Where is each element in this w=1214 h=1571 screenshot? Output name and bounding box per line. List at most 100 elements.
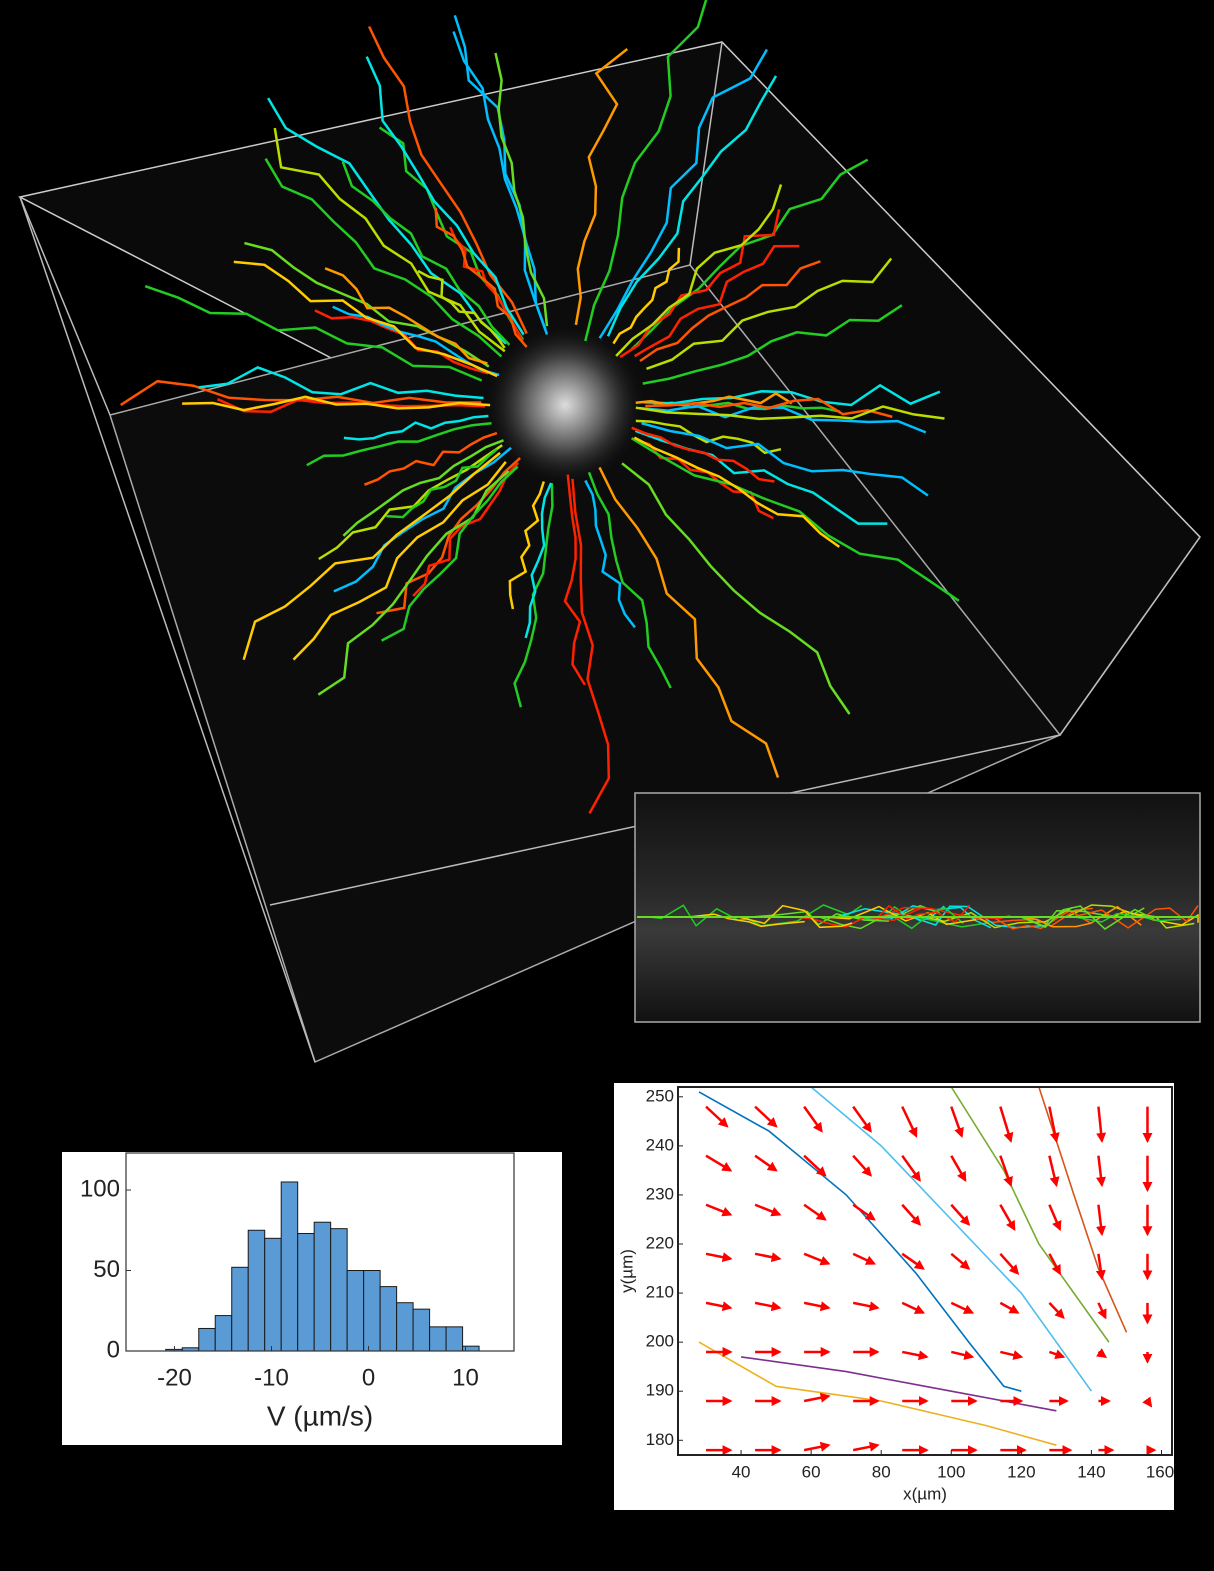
x-tick-label: -20	[157, 1364, 192, 1391]
track	[631, 426, 775, 483]
arrow	[754, 1252, 782, 1263]
arrow	[999, 1301, 1020, 1314]
arrow	[705, 1301, 733, 1312]
arrow	[1048, 1106, 1060, 1143]
side-track	[923, 906, 1073, 929]
trajectory	[810, 1087, 1093, 1392]
y-tick-label: 250	[646, 1086, 674, 1105]
quiver-plot: 40 60 80 100 120 140 160 180 190 200 210 220 230 240 2…	[617, 1086, 1174, 1503]
arrow	[1048, 1204, 1062, 1232]
track	[273, 127, 506, 353]
arrow	[852, 1252, 877, 1265]
arrow	[1000, 1350, 1024, 1360]
y-tick-label: 180	[646, 1430, 674, 1449]
arrow	[1096, 1204, 1106, 1237]
trajectory	[950, 1087, 1110, 1343]
axes-box	[677, 1086, 1173, 1456]
track	[639, 260, 821, 363]
side-track	[738, 904, 853, 929]
bar	[297, 1232, 315, 1352]
track	[606, 75, 778, 337]
track	[635, 391, 793, 407]
arrow	[901, 1154, 921, 1182]
arrow	[950, 1155, 967, 1182]
side-track	[1072, 905, 1199, 929]
track	[598, 466, 780, 779]
arrow	[1097, 1302, 1107, 1320]
y-tick-label: 100	[80, 1175, 120, 1202]
x-tick-label: 60	[802, 1462, 821, 1481]
arrow	[754, 1301, 782, 1312]
x-tick-label: 40	[732, 1462, 751, 1481]
arrow	[1096, 1348, 1108, 1359]
track	[621, 462, 851, 715]
x-axis-label: V (µm/s)	[267, 1400, 373, 1431]
trajectory	[698, 1341, 1057, 1446]
x-tick-label: 0	[362, 1364, 375, 1391]
arrow	[950, 1106, 964, 1138]
arrow	[852, 1154, 873, 1177]
arrow	[852, 1441, 880, 1452]
y-tick-label: 190	[646, 1381, 674, 1400]
arrow	[852, 1301, 880, 1312]
x-tick-label: 80	[872, 1462, 891, 1481]
y-tick-label: 240	[646, 1135, 674, 1154]
track	[619, 209, 781, 359]
track	[584, 479, 636, 629]
bar	[346, 1270, 365, 1352]
side-track	[1021, 905, 1142, 928]
track	[524, 482, 553, 639]
y-tick-label: 200	[646, 1332, 674, 1351]
track	[306, 422, 492, 467]
y-tick-label: 220	[646, 1233, 674, 1252]
bar	[198, 1327, 216, 1352]
bar	[264, 1237, 282, 1352]
y-tick-label: 210	[646, 1283, 674, 1302]
arrow	[1095, 1253, 1106, 1281]
plot-area	[698, 1087, 1157, 1455]
side-track	[1020, 905, 1155, 930]
track	[635, 419, 782, 455]
track	[412, 462, 520, 597]
axes-box	[125, 1152, 515, 1352]
arrow	[950, 1350, 975, 1360]
arrow	[950, 1203, 971, 1226]
track	[508, 481, 545, 610]
track	[317, 470, 510, 696]
arrow	[852, 1105, 872, 1133]
track	[635, 405, 945, 421]
track	[267, 97, 507, 345]
track	[574, 48, 629, 326]
arrow	[999, 1106, 1014, 1143]
x-tick-label: 120	[1007, 1462, 1035, 1481]
track	[642, 304, 903, 385]
arrow	[1048, 1155, 1060, 1188]
side-track	[878, 906, 1011, 920]
arrow	[950, 1301, 975, 1314]
arrow	[1048, 1253, 1061, 1276]
x-tick-label: -10	[254, 1364, 289, 1391]
track	[434, 207, 528, 348]
track	[365, 56, 525, 336]
track	[643, 383, 941, 407]
bar	[231, 1266, 249, 1352]
track	[343, 414, 489, 441]
x-axis-label: x(µm)	[903, 1484, 947, 1503]
bar	[214, 1315, 233, 1352]
arrow	[901, 1203, 922, 1226]
track	[324, 267, 488, 365]
arrow	[1096, 1106, 1107, 1143]
track	[452, 31, 547, 330]
arrow	[901, 1106, 918, 1138]
arrow	[754, 1105, 778, 1128]
track	[381, 465, 519, 642]
track	[417, 269, 506, 349]
track	[563, 474, 586, 686]
bar	[363, 1270, 381, 1352]
track	[645, 397, 893, 419]
y-tick-label: 50	[93, 1256, 120, 1283]
track	[630, 437, 960, 602]
arrow	[705, 1105, 729, 1128]
x-tick-label: 140	[1077, 1462, 1105, 1481]
